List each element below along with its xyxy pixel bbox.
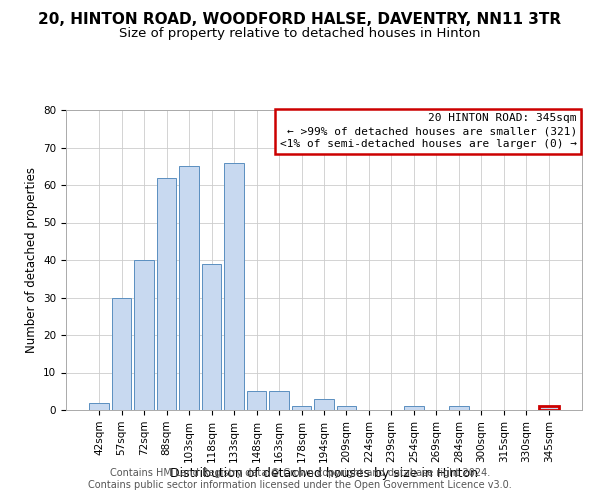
Y-axis label: Number of detached properties: Number of detached properties — [25, 167, 38, 353]
X-axis label: Distribution of detached houses by size in Hinton: Distribution of detached houses by size … — [170, 468, 478, 480]
Bar — [112, 298, 131, 410]
Bar — [134, 260, 154, 410]
Bar — [292, 406, 311, 410]
Bar — [157, 178, 176, 410]
Bar — [314, 399, 334, 410]
Bar — [247, 391, 266, 410]
Bar — [89, 402, 109, 410]
Text: Contains HM Land Registry data © Crown copyright and database right 2024.: Contains HM Land Registry data © Crown c… — [110, 468, 490, 477]
Bar — [202, 264, 221, 410]
Text: Size of property relative to detached houses in Hinton: Size of property relative to detached ho… — [119, 28, 481, 40]
Bar — [404, 406, 424, 410]
Bar — [179, 166, 199, 410]
Text: 20 HINTON ROAD: 345sqm
← >99% of detached houses are smaller (321)
<1% of semi-d: 20 HINTON ROAD: 345sqm ← >99% of detache… — [280, 113, 577, 150]
Text: 20, HINTON ROAD, WOODFORD HALSE, DAVENTRY, NN11 3TR: 20, HINTON ROAD, WOODFORD HALSE, DAVENTR… — [38, 12, 562, 28]
Bar — [449, 406, 469, 410]
Bar — [337, 406, 356, 410]
Text: Contains public sector information licensed under the Open Government Licence v3: Contains public sector information licen… — [88, 480, 512, 490]
Bar — [224, 162, 244, 410]
Bar — [539, 406, 559, 410]
Bar — [269, 391, 289, 410]
